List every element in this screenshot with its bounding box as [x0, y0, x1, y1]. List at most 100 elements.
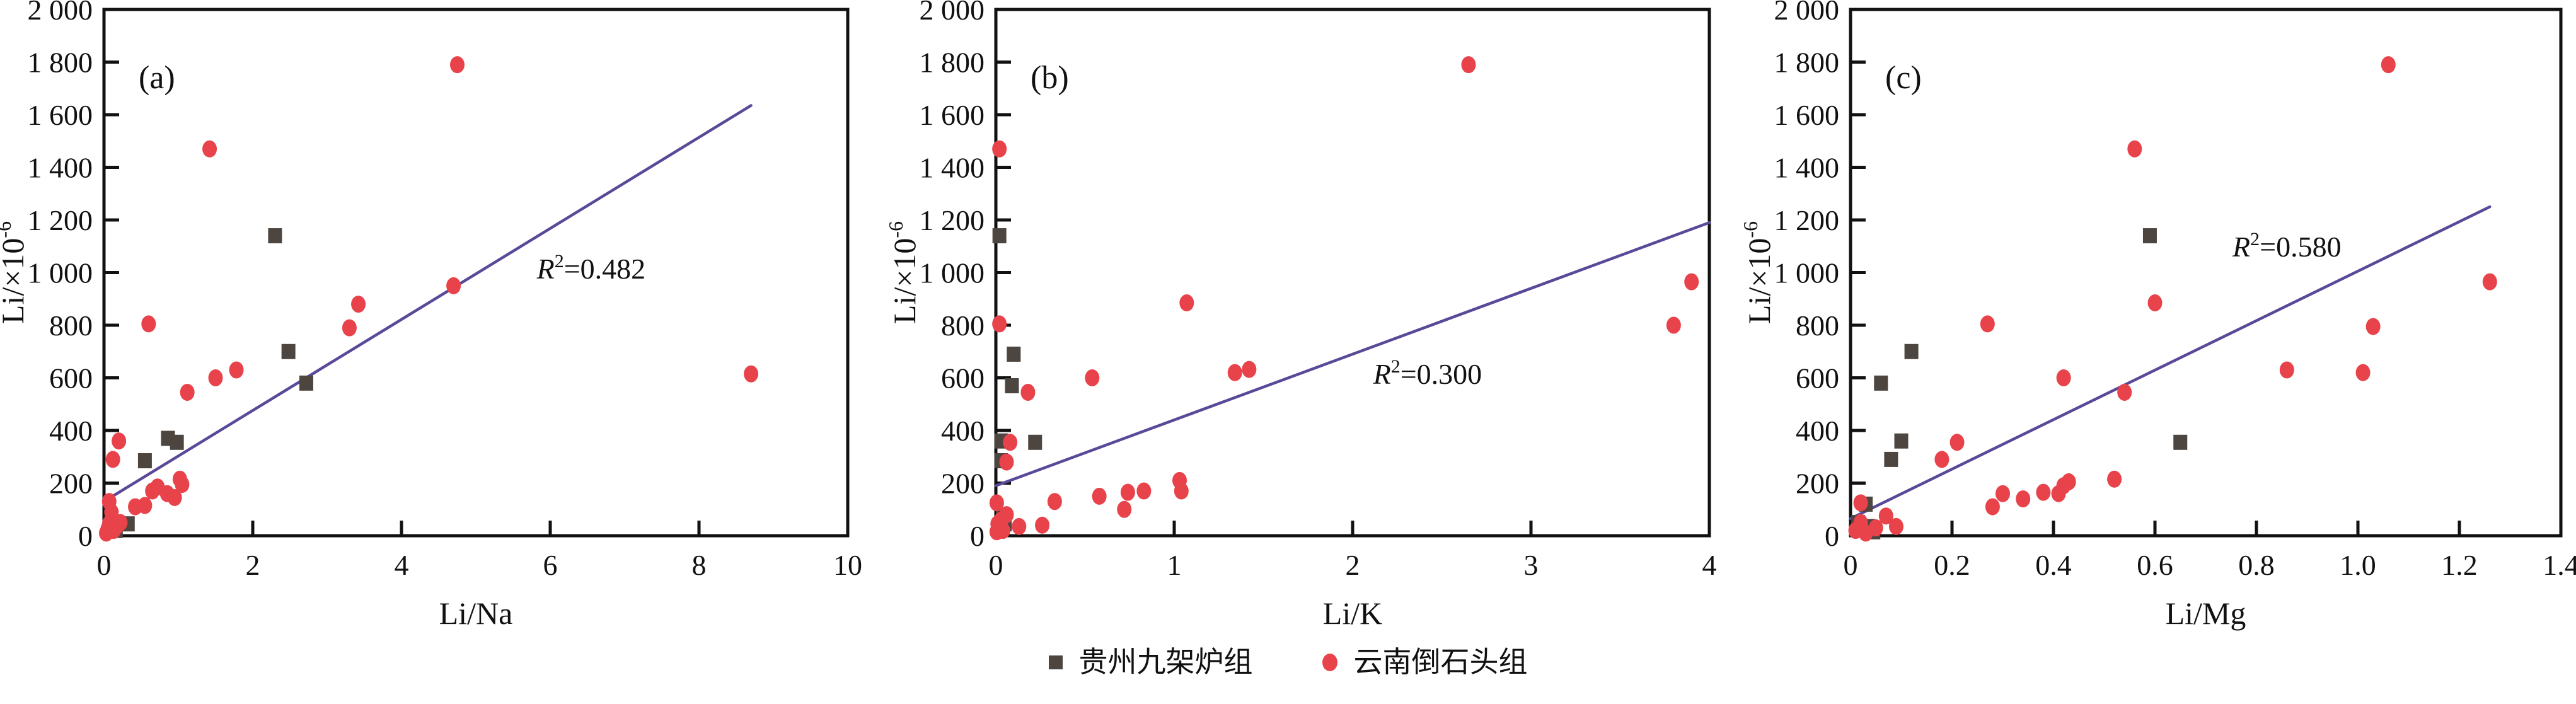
data-point-yunnan: [989, 494, 1004, 512]
y-tick-label: 800: [941, 309, 985, 342]
panel-c: 0 0.2 0.4 0.6 0.8 1.0 1.2 1.4 0 200 400 600 800 1 000…: [1739, 0, 2576, 631]
data-point-yunnan: [1888, 517, 1903, 535]
x-tick-label: 10: [833, 549, 862, 581]
data-point-yunnan: [202, 140, 217, 158]
data-point-yunnan: [105, 451, 120, 468]
data-point-yunnan: [1868, 519, 1883, 536]
x-tick-label: 0.2: [1934, 549, 1970, 581]
x-tick-label: 2: [246, 549, 260, 581]
data-point-guizhou: [2142, 228, 2157, 244]
y-tick-label: 2 000: [28, 0, 93, 26]
x-axis-title: Li/Na: [439, 596, 513, 631]
data-point-guizhou: [137, 453, 152, 469]
data-point-yunnan: [1012, 517, 1027, 535]
y-tick-label: 2 000: [1774, 0, 1840, 26]
x-tick-label: 4: [395, 549, 409, 581]
data-point-yunnan: [2355, 364, 2371, 381]
data-point-yunnan: [1136, 482, 1152, 500]
data-point-yunnan: [2482, 273, 2497, 291]
data-point-yunnan: [1242, 361, 1257, 378]
panel-letter: (a): [139, 60, 175, 96]
data-point-yunnan: [113, 514, 128, 531]
regression-line: [1849, 205, 2492, 521]
data-point-yunnan: [180, 383, 195, 401]
data-point-yunnan: [1996, 485, 2010, 502]
y-tick-label: 800: [1796, 309, 1839, 342]
data-point-yunnan: [342, 319, 357, 337]
x-tick-label: 0.8: [2238, 549, 2275, 581]
y-tick-label: 0: [1825, 520, 1839, 552]
data-point-guizhou: [268, 228, 282, 244]
data-point-yunnan: [2147, 294, 2163, 312]
y-tick-label: 1 800: [28, 47, 93, 79]
data-point-yunnan: [2127, 140, 2142, 158]
y-axis-title: Li/×10-6: [1739, 221, 1777, 324]
data-point-guizhou: [992, 228, 1007, 244]
legend-item-yunnan: 云南倒石头组: [1322, 648, 1528, 677]
y-tick-label: 0: [78, 520, 93, 552]
data-point-yunnan: [141, 315, 156, 333]
y-tick-label: 600: [941, 362, 985, 395]
x-tick-label: 0: [97, 549, 112, 581]
circle-marker-icon: [1322, 654, 1337, 671]
x-axis-title: Li/K: [1323, 596, 1382, 631]
data-point-yunnan: [1117, 500, 1132, 518]
data-point-yunnan: [2036, 483, 2051, 501]
x-tick-label: 2: [1346, 549, 1360, 581]
data-point-yunnan: [2061, 473, 2076, 490]
y-tick-label: 1 600: [920, 99, 985, 131]
y-tick-label: 1 600: [28, 99, 93, 131]
panel-a: 0 2 4 6 8 10 0 200 400 600 800 1 000 1 200 1 400 1 600…: [0, 0, 862, 631]
y-axis-title: Li/×10-6: [884, 221, 922, 324]
x-tick-label: 3: [1524, 549, 1539, 581]
x-axis-title: Li/Mg: [2166, 596, 2246, 631]
r-squared-label: R2=0.300: [1373, 356, 1482, 390]
y-tick-label: 1 600: [1774, 99, 1840, 131]
data-point-yunnan: [175, 476, 190, 493]
y-tick-label: 1 800: [920, 47, 985, 79]
data-point-yunnan: [999, 506, 1014, 524]
x-tick-label: 0: [1844, 549, 1858, 581]
y-tick-label: 0: [970, 520, 985, 552]
x-tick-label: 1.2: [2441, 549, 2478, 581]
y-tick-label: 400: [941, 415, 985, 447]
data-point-guizhou: [1005, 378, 1019, 394]
data-point-yunnan: [1878, 507, 1893, 525]
data-point-yunnan: [229, 361, 244, 379]
x-tick-label: 1: [1167, 549, 1182, 581]
y-tick-label: 1 200: [920, 204, 985, 236]
data-point-yunnan: [995, 522, 1010, 540]
data-point-guizhou: [299, 375, 313, 391]
data-point-yunnan: [1934, 451, 1949, 468]
data-point-guizhou: [1904, 343, 1919, 359]
data-point-yunnan: [2365, 318, 2381, 335]
data-point-yunnan: [1980, 315, 1995, 333]
y-axis-title: Li/×10-6: [0, 221, 30, 324]
data-point-yunnan: [992, 315, 1007, 333]
data-point-yunnan: [1120, 483, 1135, 501]
data-point-yunnan: [2279, 361, 2294, 379]
y-tick-label: 400: [49, 415, 93, 447]
data-point-yunnan: [1047, 493, 1062, 511]
figure-legend: 贵州九架炉组 云南倒石头组: [0, 648, 2576, 677]
data-point-yunnan: [137, 497, 153, 514]
data-point-guizhou: [1874, 375, 1888, 391]
data-point-guizhou: [281, 343, 296, 359]
y-tick-label: 1 000: [920, 257, 985, 289]
data-point-yunnan: [1227, 364, 1242, 381]
data-point-yunnan: [208, 369, 223, 386]
regression-line: [102, 104, 753, 503]
x-tick-label: 0: [989, 549, 1003, 581]
y-tick-label: 800: [49, 309, 93, 342]
y-tick-label: 1 200: [1774, 204, 1840, 236]
data-point-yunnan: [999, 453, 1014, 471]
y-tick-label: 1 200: [28, 204, 93, 236]
data-point-yunnan: [167, 488, 182, 506]
data-point-yunnan: [992, 140, 1007, 158]
y-tick-label: 600: [49, 362, 93, 395]
x-tick-label: 1.4: [2543, 549, 2576, 581]
y-tick-label: 600: [1796, 362, 1839, 395]
y-tick-label: 1 400: [1774, 152, 1840, 184]
data-point-yunnan: [2381, 56, 2396, 74]
data-point-yunnan: [1853, 494, 1868, 512]
